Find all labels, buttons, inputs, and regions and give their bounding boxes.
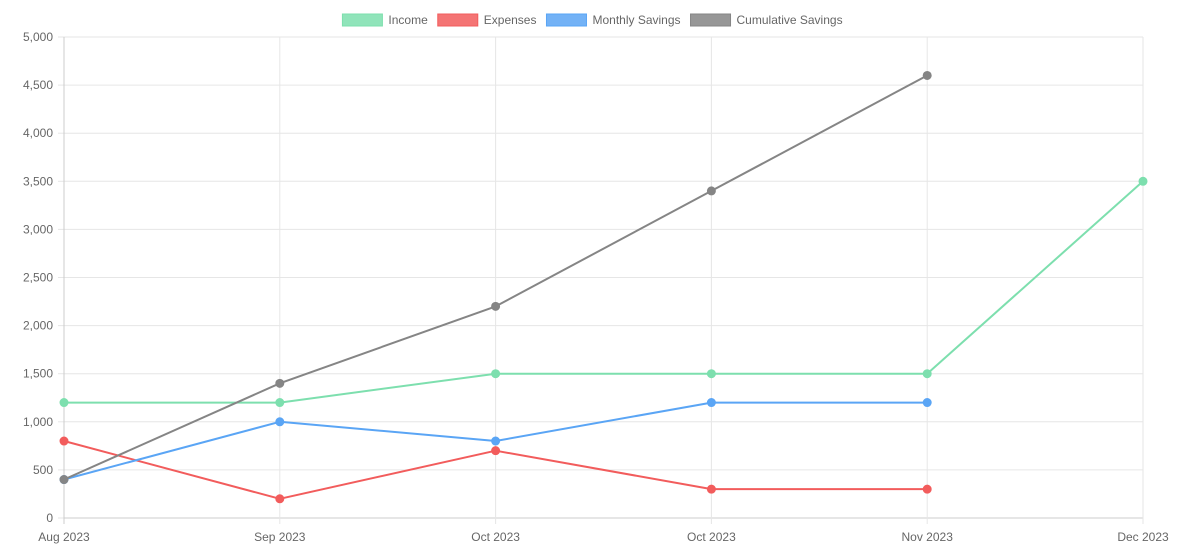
data-point-monthly-savings[interactable]: [922, 398, 932, 408]
data-point-expenses[interactable]: [706, 484, 716, 494]
data-point-cumulative-savings[interactable]: [922, 70, 932, 80]
y-tick-label: 5,000: [23, 30, 53, 44]
legend-swatch: [690, 13, 732, 27]
data-point-income[interactable]: [491, 369, 501, 379]
legend-item-cumulative-savings[interactable]: Cumulative Savings: [690, 13, 843, 27]
data-point-cumulative-savings[interactable]: [59, 475, 69, 485]
x-tick-label: Oct 2023: [471, 530, 520, 544]
y-tick-label: 500: [33, 463, 53, 477]
data-point-income[interactable]: [1138, 176, 1148, 186]
data-point-monthly-savings[interactable]: [275, 417, 285, 427]
data-point-income[interactable]: [59, 398, 69, 408]
y-tick-label: 1,500: [23, 367, 53, 381]
legend-label: Cumulative Savings: [737, 13, 843, 27]
data-point-cumulative-savings[interactable]: [491, 301, 501, 311]
legend-swatch: [437, 13, 479, 27]
data-point-expenses[interactable]: [59, 436, 69, 446]
y-tick-label: 2,500: [23, 271, 53, 285]
x-tick-label: Nov 2023: [902, 530, 954, 544]
data-point-income[interactable]: [275, 398, 285, 408]
y-tick-label: 4,500: [23, 78, 53, 92]
chart-grid: [58, 36, 1144, 524]
legend-item-income[interactable]: Income: [341, 13, 428, 27]
data-point-expenses[interactable]: [275, 494, 285, 504]
y-tick-label: 1,000: [23, 415, 53, 429]
series-line-income: [64, 180, 1144, 404]
data-point-cumulative-savings[interactable]: [275, 378, 285, 388]
y-tick-label: 2,000: [23, 319, 53, 333]
legend-label: Expenses: [484, 13, 537, 27]
data-point-monthly-savings[interactable]: [706, 398, 716, 408]
legend-label: Income: [388, 13, 428, 27]
legend-swatch: [341, 13, 383, 27]
y-tick-label: 3,500: [23, 174, 53, 188]
legend-item-expenses[interactable]: Expenses: [437, 13, 537, 27]
x-tick-label: Aug 2023: [38, 530, 90, 544]
x-tick-label: Dec 2023: [1117, 530, 1169, 544]
data-point-monthly-savings[interactable]: [491, 436, 501, 446]
data-point-expenses[interactable]: [491, 446, 501, 456]
y-tick-label: 3,000: [23, 222, 53, 236]
data-point-cumulative-savings[interactable]: [706, 186, 716, 196]
legend-label: Monthly Savings: [592, 13, 680, 27]
chart-legend[interactable]: Income Expenses Monthly Savings Cumulative …: [341, 13, 843, 27]
x-tick-label: Oct 2023: [687, 530, 736, 544]
legend-swatch: [545, 13, 587, 27]
chart-series: [59, 70, 1148, 504]
data-point-income[interactable]: [922, 369, 932, 379]
y-tick-label: 4,000: [23, 126, 53, 140]
data-point-expenses[interactable]: [922, 484, 932, 494]
legend-item-monthly-savings[interactable]: Monthly Savings: [545, 13, 681, 27]
x-tick-label: Sep 2023: [254, 530, 306, 544]
y-tick-label: 0: [46, 511, 53, 525]
data-point-income[interactable]: [706, 369, 716, 379]
chart-axes: 0 500 1,000 1,500 2,000 2,500 3,000 3,500 4,000 4…: [23, 30, 1169, 544]
